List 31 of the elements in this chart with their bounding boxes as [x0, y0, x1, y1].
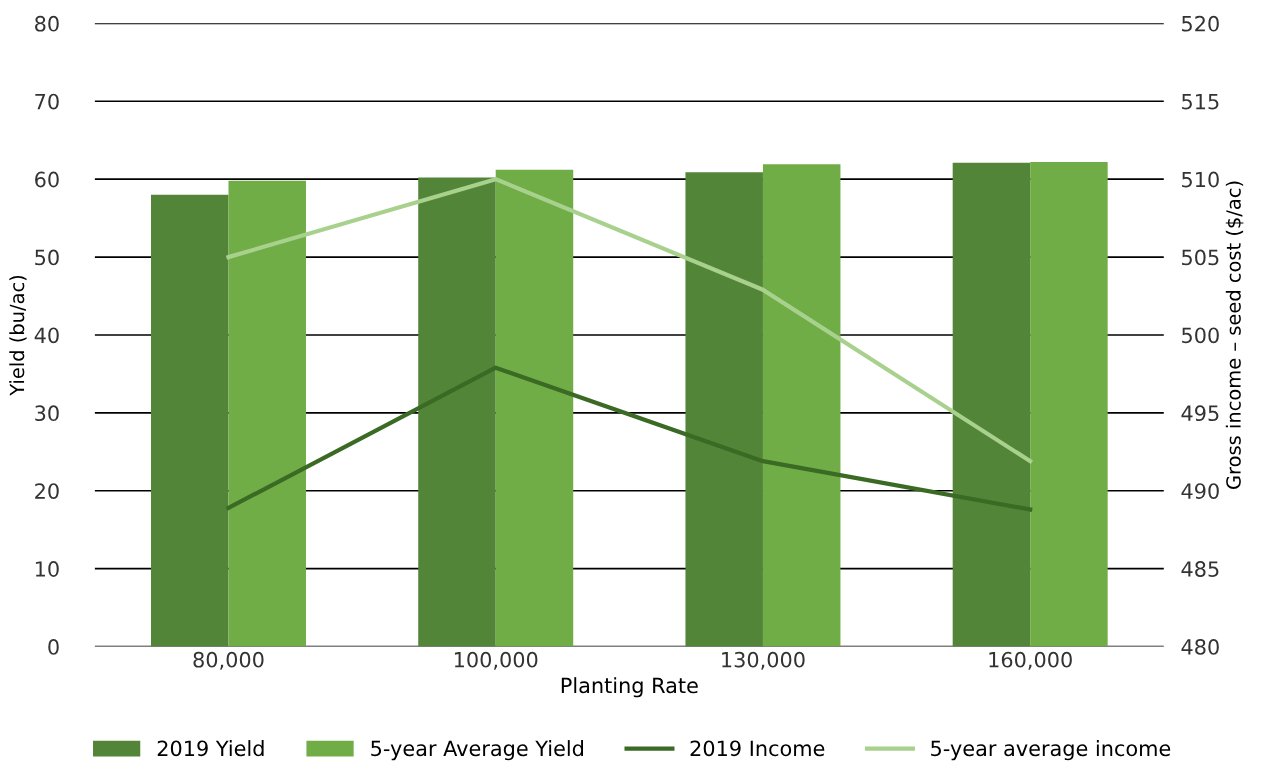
- y-tick-label: 70: [35, 93, 59, 110]
- y2-tick-label: 510: [1182, 171, 1219, 188]
- y2-tick-label: 500: [1182, 327, 1219, 344]
- legend-label: 2019 Income: [690, 740, 825, 757]
- x-tick-label: 100,000: [454, 651, 538, 670]
- y-tick-label: 30: [35, 405, 59, 422]
- legend-label: 5-year average income: [931, 740, 1171, 761]
- x-axis-title: Planting Rate: [561, 677, 698, 698]
- y-tick-label: 80: [35, 15, 59, 32]
- y-tick-label: 10: [35, 561, 59, 577]
- y2-tick-label: 515: [1182, 94, 1219, 110]
- x-tick-label: 160,000: [989, 651, 1072, 670]
- y2-tick-label: 480: [1181, 639, 1219, 655]
- line-series: [226, 177, 1033, 464]
- x-tick-label: 80,000: [193, 651, 264, 670]
- y-tick-label: 40: [34, 327, 59, 344]
- line-series: [226, 365, 1033, 512]
- y-tick-label: 20: [35, 483, 59, 499]
- y-tick-label: 50: [35, 249, 59, 266]
- y-tick-label: 60: [35, 171, 59, 188]
- y-axis-title: Yield (bu/ac): [9, 275, 27, 396]
- y2-tick-label: 495: [1181, 405, 1219, 422]
- y2-tick-label: 520: [1182, 15, 1219, 32]
- legend-label: 5-year Average Yield: [371, 740, 583, 761]
- y2-tick-label: 485: [1181, 561, 1219, 577]
- y2-axis-title: Gross income – seed cost ($/ac): [1225, 181, 1244, 489]
- y-tick-label: 0: [48, 639, 59, 655]
- y2-tick-label: 505: [1182, 249, 1219, 266]
- x-tick-label: 130,000: [722, 651, 805, 670]
- y2-tick-label: 490: [1181, 483, 1219, 499]
- legend-label: 2019 Yield: [157, 740, 264, 757]
